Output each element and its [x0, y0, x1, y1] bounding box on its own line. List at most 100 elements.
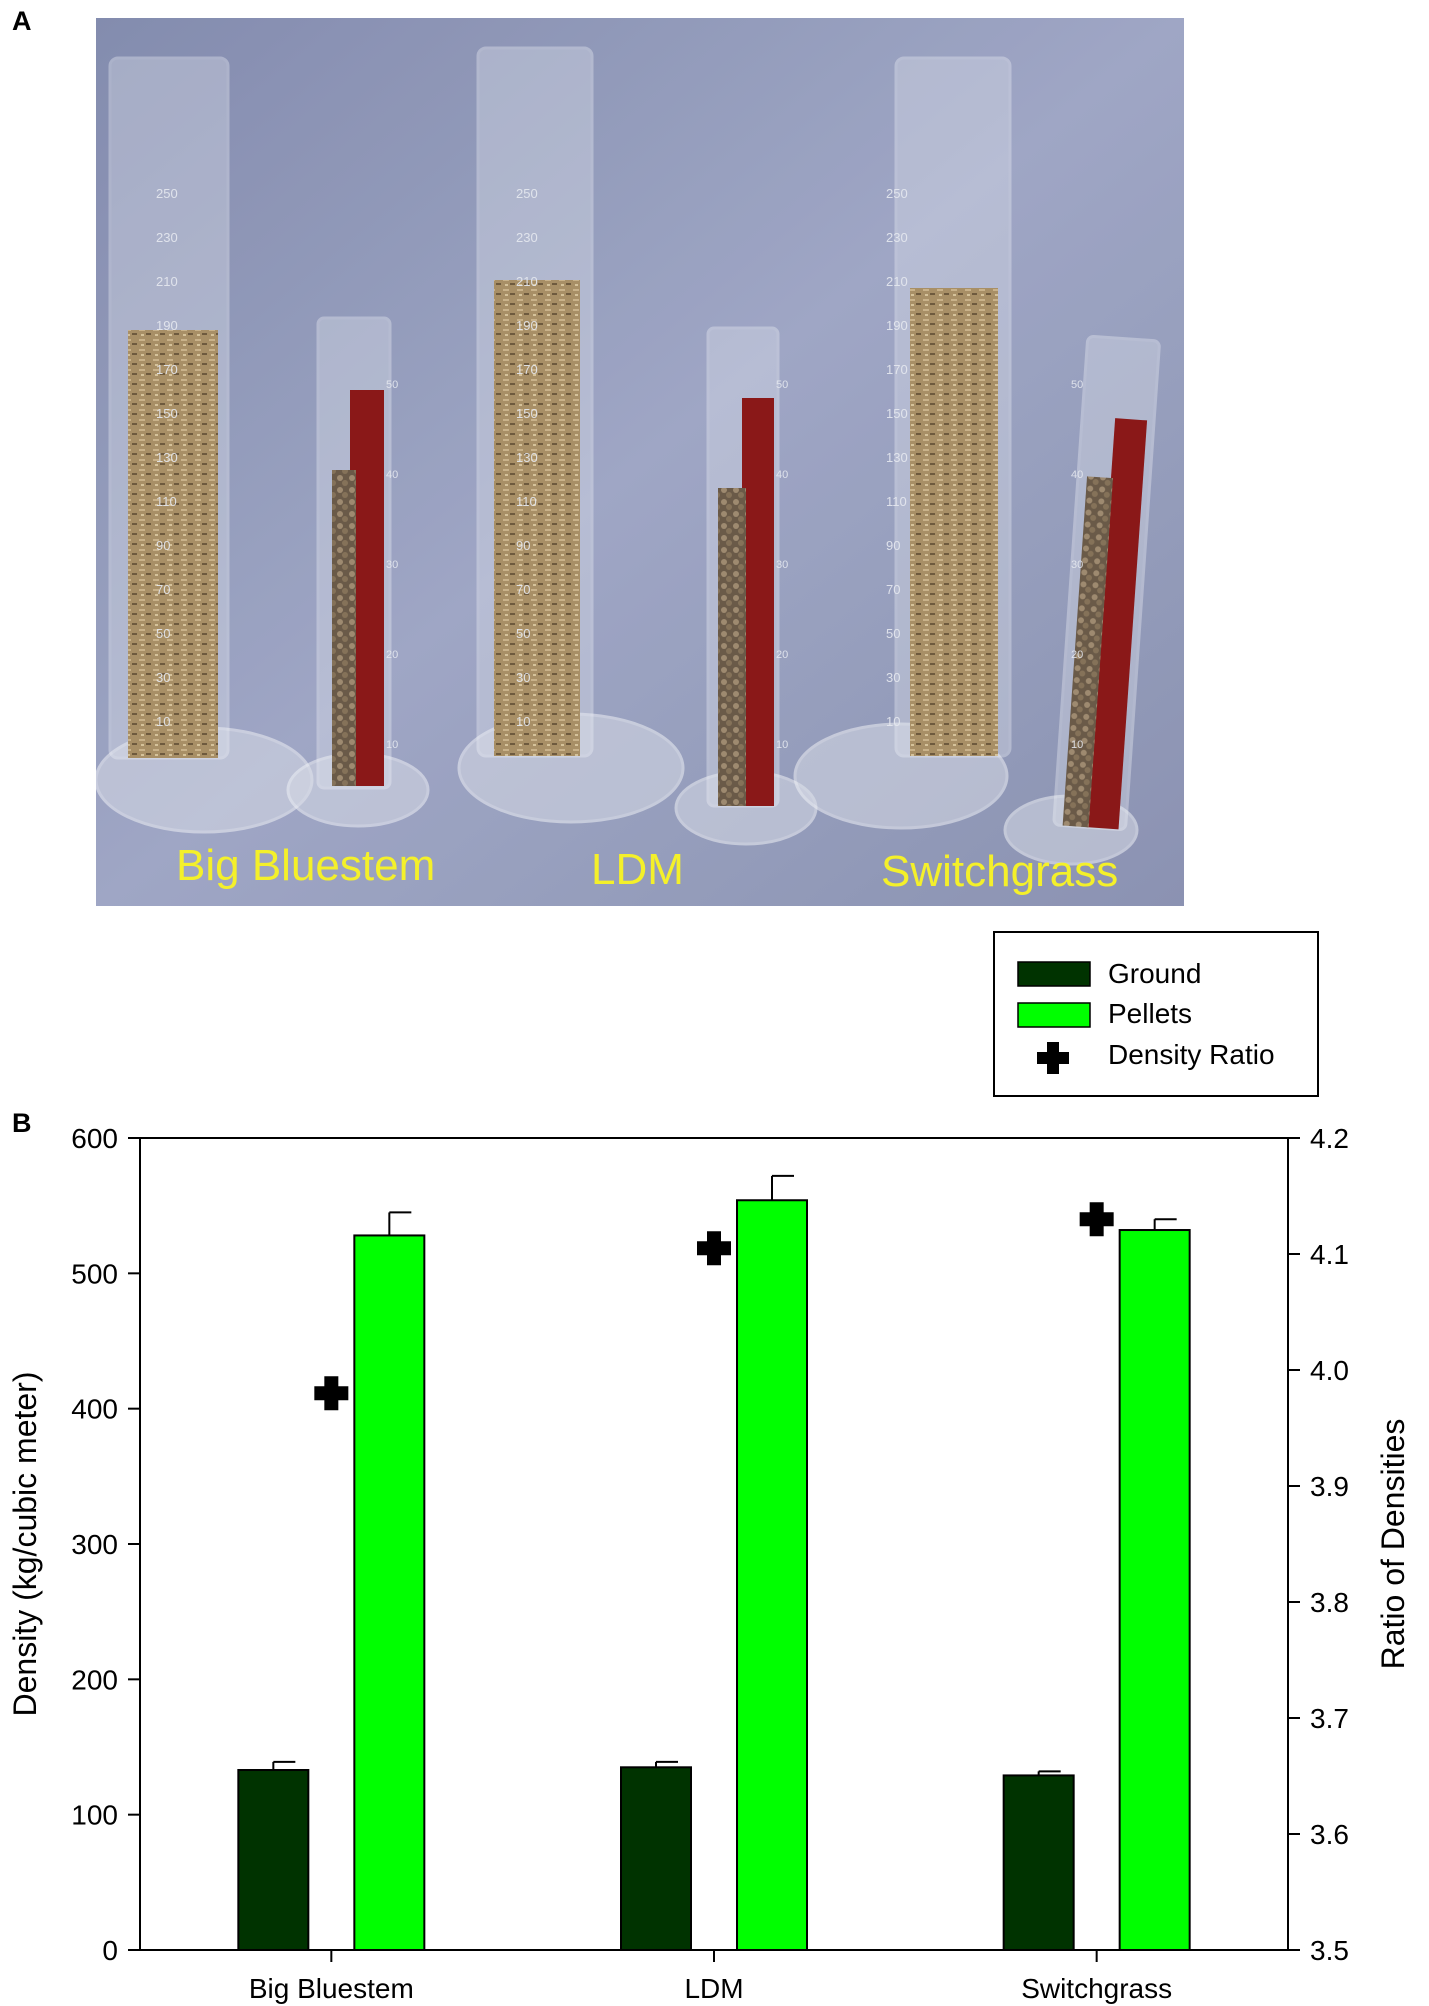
small-cylinder-marking: 20: [1071, 649, 1083, 661]
y-tick-label-right: 4.0: [1310, 1355, 1349, 1386]
legend-label-ground: Ground: [1108, 958, 1201, 989]
y-tick-label-left: 200: [71, 1664, 118, 1695]
big-cylinder-marking: 50: [156, 626, 170, 641]
big-cylinder-marking: 30: [156, 670, 170, 685]
small-cylinder-marking: 20: [776, 649, 788, 661]
big-cylinder-marking: 170: [886, 362, 908, 377]
big-cylinder-marking: 190: [886, 318, 908, 333]
legend-swatch-ground: [1017, 961, 1091, 987]
legend-label-pellets: Pellets: [1108, 998, 1192, 1029]
big-cylinder-marking: 30: [516, 670, 530, 685]
big-cylinder-marking: 150: [156, 406, 178, 421]
photo-label-ldm: LDM: [591, 845, 684, 894]
y-axis-label-right: Ratio of Densities: [1375, 1419, 1411, 1670]
big-cylinder-marking: 250: [516, 186, 538, 201]
small-cylinder-marking: 30: [1071, 559, 1083, 571]
small-cylinder-marking: 50: [386, 379, 398, 391]
left-axis: 0 100 200 300 400 500 600: [71, 1123, 140, 1966]
x-tick-label: Switchgrass: [1021, 1973, 1172, 2004]
bar-pellets-0: [353, 1234, 426, 1951]
small-cylinder-marking: 40: [1071, 469, 1083, 481]
y-tick-label-right: 3.6: [1310, 1819, 1349, 1850]
big-cylinder-markings: 250 230 210 190 170 150 130 110 90 70 50 30 10 250 230…: [156, 186, 908, 729]
big-cylinder-marking: 210: [886, 274, 908, 289]
small-cylinder-marking: 40: [776, 469, 788, 481]
big-cylinder-marking: 90: [156, 538, 170, 553]
panel-a-label: A: [12, 6, 32, 36]
switchgrass-pellet-cylinder: [1003, 334, 1161, 866]
big-cylinder-marking: 10: [156, 714, 170, 729]
big-cylinder-marking: 30: [886, 670, 900, 685]
small-cylinder-marking: 40: [386, 469, 398, 481]
big-cylinder-marking: 70: [886, 582, 900, 597]
big-cylinder-marking: 130: [516, 450, 538, 465]
small-cylinder-marking: 50: [776, 379, 788, 391]
ldm-ground-cylinder: [457, 46, 685, 824]
ratio-marker-1: [697, 1231, 731, 1266]
big-cylinder-marking: 250: [886, 186, 908, 201]
y-tick-label-left: 400: [71, 1394, 118, 1425]
big-cylinder-marking: 130: [886, 450, 908, 465]
big-cylinder-marking: 50: [516, 626, 530, 641]
ratio-markers: [314, 1202, 1114, 1411]
big-cylinder-marking: 110: [886, 494, 907, 509]
small-cylinder-marking: 10: [776, 739, 788, 751]
big-cylinder-marking: 190: [516, 318, 538, 333]
bar-ground-1: [620, 1766, 692, 1951]
y-tick-label-left: 0: [102, 1935, 118, 1966]
bar-ground-0: [237, 1769, 310, 1951]
big-cylinder-marking: 190: [156, 318, 178, 333]
y-tick-label-right: 3.9: [1310, 1471, 1349, 1502]
bar-ground-2: [1002, 1774, 1075, 1951]
photo-label-big-bluestem: Big Bluestem: [176, 841, 435, 890]
big-cylinder-marking: 230: [516, 230, 538, 245]
big-cylinder-marking: 170: [156, 362, 178, 377]
big-cylinder-marking: 90: [886, 538, 900, 553]
switchgrass-ground-cylinder: [793, 56, 1012, 830]
big-cylinder-marking: 150: [886, 406, 908, 421]
y-tick-label-right: 3.8: [1310, 1587, 1349, 1618]
big-cylinder-marking: 210: [156, 274, 178, 289]
x-tick-label: Big Bluestem: [249, 1973, 414, 2004]
x-tick-label: LDM: [684, 1973, 743, 2004]
big-cylinder-marking: 250: [156, 186, 178, 201]
big-cylinder-marking: 10: [516, 714, 530, 729]
big-cylinder-marking: 70: [516, 582, 530, 597]
bar-pellets-2: [1118, 1229, 1191, 1951]
big-cylinder-marking: 230: [156, 230, 178, 245]
x-axis-labels: Big Bluestem LDM Switchgrass: [249, 1950, 1172, 2004]
legend-swatch-pellets: [1017, 1002, 1091, 1028]
error-bars: [272, 1174, 1177, 1776]
big-bluestem-pellet-cylinder: [286, 316, 430, 828]
big-bluestem-ground-cylinder: [96, 56, 314, 834]
photo-label-switchgrass: Switchgrass: [881, 847, 1118, 896]
big-cylinder-marking: 210: [516, 274, 538, 289]
density-chart: Ground Pellets Density Ratio 0 100 200 300 4…: [7, 931, 1411, 2004]
y-tick-label-left: 600: [71, 1123, 118, 1154]
ratio-marker-0: [314, 1376, 349, 1411]
panel-b-label: B: [12, 1108, 32, 1138]
big-cylinder-marking: 70: [156, 582, 170, 597]
small-cylinder-marking: 30: [776, 559, 788, 571]
big-cylinder-marking: 10: [886, 714, 900, 729]
big-cylinder-marking: 150: [516, 406, 538, 421]
legend: Ground Pellets Density Ratio: [993, 931, 1319, 1097]
y-tick-label-right: 3.7: [1310, 1703, 1349, 1734]
big-cylinder-marking: 50: [886, 626, 900, 641]
bars: [237, 1199, 1191, 1951]
ratio-marker-2: [1079, 1202, 1114, 1237]
small-cylinder-marking: 10: [1071, 739, 1083, 751]
big-cylinder-marking: 90: [516, 538, 530, 553]
right-axis: 3.5 3.6 3.7 3.8 3.9 4.0 4.1 4.2: [1288, 1123, 1349, 1966]
y-tick-label-left: 100: [71, 1800, 118, 1831]
big-cylinder-marking: 230: [886, 230, 908, 245]
y-tick-label-right: 3.5: [1310, 1935, 1349, 1966]
small-cylinder-marking: 50: [1071, 379, 1083, 391]
big-cylinder-marking: 110: [516, 494, 537, 509]
big-cylinder-marking: 170: [516, 362, 538, 377]
y-tick-label-right: 4.2: [1310, 1123, 1349, 1154]
small-cylinder-marking: 20: [386, 649, 398, 661]
big-cylinder-marking: 130: [156, 450, 178, 465]
bar-pellets-1: [736, 1199, 808, 1951]
small-cylinder-markings: 50 40 30 20 10 50 40 30 20 10 50 40 30 20 10: [386, 379, 1083, 751]
